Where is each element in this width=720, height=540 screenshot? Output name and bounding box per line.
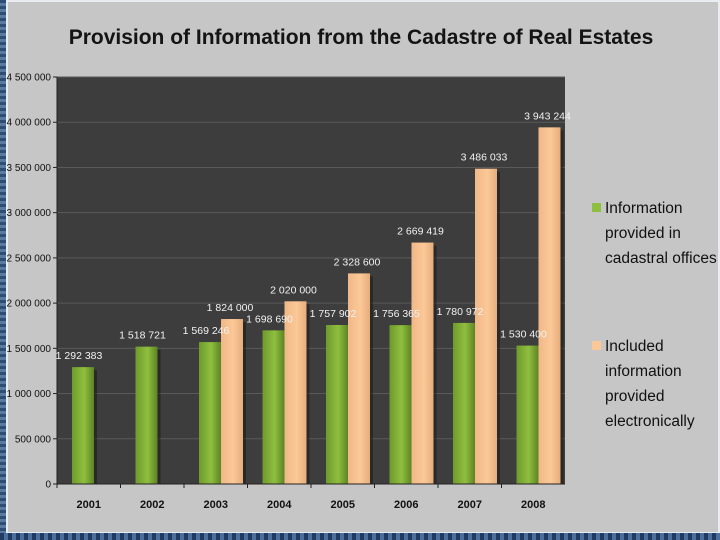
- data-label-electronic-2008: 3 943 244: [524, 110, 571, 122]
- x-axis: 2001 2002 2003 2004 2005 2006 2007 2008: [56, 483, 565, 511]
- legend: Information provided in cadastral offices I…: [592, 200, 717, 430]
- bar-offices-2001: [72, 367, 94, 484]
- y-tick-label: 1 000 000: [7, 389, 52, 400]
- x-tick-label: 2008: [521, 499, 545, 511]
- legend-label-line: Information: [605, 200, 683, 217]
- x-tick-label: 2005: [331, 499, 355, 511]
- y-tick-label: 4 500 000: [7, 73, 52, 84]
- x-tick-label: 2004: [267, 499, 292, 511]
- legend-label-line: cadastral offices: [605, 250, 717, 267]
- legend-swatch-offices: [592, 203, 601, 212]
- slide-frame-bottom: [0, 533, 720, 540]
- bar-electronic-2005: [348, 273, 370, 484]
- y-tick-label: 2 000 000: [7, 299, 52, 310]
- bar-electronic-2004: [284, 301, 307, 484]
- data-label-offices-2008: 1 530 400: [500, 329, 547, 341]
- data-label-offices-2001: 1 292 383: [56, 350, 103, 362]
- data-label-electronic-2005: 2 328 600: [334, 256, 381, 268]
- bar-electronic-2007: [475, 168, 497, 484]
- x-tick-label: 2007: [458, 499, 482, 511]
- x-tick-label: 2001: [77, 499, 101, 511]
- data-label-electronic-2007: 3 486 033: [461, 152, 508, 164]
- data-label-offices-2005: 1 757 902: [310, 308, 357, 320]
- bar-offices-2004: [262, 330, 285, 484]
- y-tick-label: 2 500 000: [7, 253, 52, 264]
- legend-label-line: Included: [605, 338, 664, 355]
- x-tick-label: 2002: [140, 499, 164, 511]
- data-label-electronic-2003: 1 824 000: [207, 302, 254, 314]
- y-tick-label: 3 500 000: [7, 163, 52, 174]
- data-label-offices-2007: 1 780 972: [437, 306, 484, 318]
- bar-offices-2007: [453, 322, 475, 484]
- legend-swatch-electronic: [592, 341, 601, 350]
- slide-frame-left: [0, 0, 6, 540]
- y-tick-label: 3 000 000: [7, 208, 52, 219]
- legend-label-line: provided in: [605, 225, 681, 242]
- legend-label-line: electronically: [605, 413, 695, 430]
- y-tick-label: 4 000 000: [7, 118, 52, 129]
- data-label-offices-2004: 1 698 690: [246, 313, 293, 325]
- y-tick-label: 1 500 000: [7, 344, 52, 355]
- data-label-electronic-2006: 2 669 419: [397, 226, 444, 238]
- bar-offices-2005: [326, 325, 348, 484]
- x-tick-label: 2003: [204, 499, 228, 511]
- bar-electronic-2006: [411, 242, 434, 484]
- y-tick-label: 0: [45, 480, 51, 491]
- legend-label-line: information: [605, 363, 682, 380]
- bar-electronic-2008: [538, 127, 561, 485]
- y-axis: 0 500 000 1 000 000 1 500 000 2 000 000 2 500…: [7, 73, 58, 491]
- bar-offices-2008: [516, 345, 539, 484]
- bars: [72, 127, 564, 485]
- chart-title: Provision of Information from the Cadast…: [69, 26, 654, 49]
- bar-offices-2002: [135, 346, 158, 484]
- legend-label-line: provided: [605, 388, 664, 405]
- bar-offices-2003: [199, 342, 221, 484]
- data-label-offices-2002: 1 518 721: [119, 330, 166, 342]
- x-tick-label: 2006: [394, 499, 418, 511]
- y-tick-label: 500 000: [15, 434, 52, 445]
- data-label-offices-2006: 1 756 365: [373, 308, 420, 320]
- data-label-offices-2003: 1 569 246: [183, 325, 230, 337]
- bar-offices-2006: [389, 325, 412, 484]
- data-label-electronic-2004: 2 020 000: [270, 284, 317, 296]
- bar-electronic-2003: [221, 319, 243, 484]
